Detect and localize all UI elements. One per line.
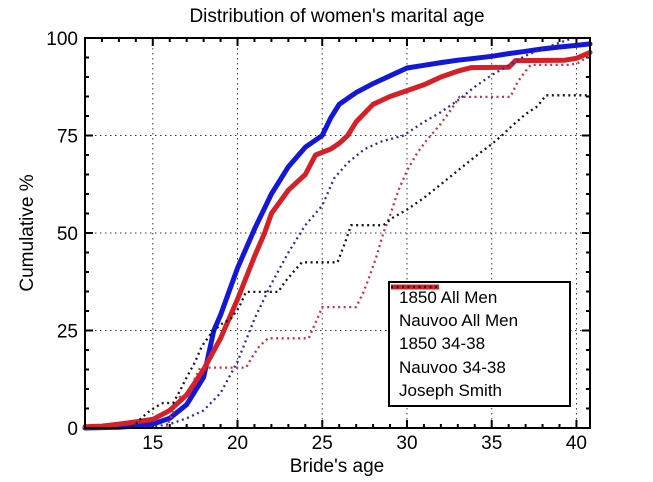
x-axis-label: Bride's age: [290, 456, 384, 477]
series-line-nauvoo-34-38: [165, 54, 591, 429]
y-tick-label: 100: [46, 29, 78, 50]
legend-swatch-dotted-line: [391, 285, 439, 289]
legend-label: 1850 All Men: [399, 288, 498, 308]
legend-label: 1850 34-38: [399, 334, 486, 354]
y-tick-label: 50: [57, 224, 78, 245]
legend-label: Nauvoo 34-38: [399, 357, 506, 377]
x-tick-label: 15: [142, 433, 163, 454]
legend-item: Nauvoo All Men: [391, 284, 569, 332]
x-tick-label: 20: [227, 433, 248, 454]
chart-title: Distribution of women's marital age: [189, 6, 484, 27]
y-tick-label: 25: [57, 322, 78, 343]
series-line-nauvoo-all-men: [82, 49, 593, 430]
y-tick-label: 0: [67, 419, 78, 440]
legend-item: Joseph Smith: [391, 285, 569, 402]
legend-label: Nauvoo All Men: [399, 311, 519, 331]
x-tick-label: 40: [566, 433, 587, 454]
series-line-1850-34-38: [144, 36, 587, 430]
x-tick-label: 35: [481, 433, 502, 454]
legend: 1850 All Men Nauvoo All Men 1850 34-38 Nauv…: [388, 281, 571, 407]
legend-item: Nauvoo 34-38: [391, 285, 569, 379]
y-axis-label: Cumulative %: [17, 174, 38, 291]
x-tick-label: 30: [396, 433, 417, 454]
series-line-1850-all-men: [82, 41, 593, 431]
y-tick-label: 75: [57, 127, 78, 148]
series-line-joseph-smith: [131, 94, 590, 429]
plot-layer: 15 20 25 30 35 40 0 25 50 75 100: [46, 29, 593, 454]
legend-label: Joseph Smith: [399, 380, 502, 400]
axes-box: [84, 37, 591, 429]
x-tick-label: 25: [312, 433, 333, 454]
legend-item: 1850 34-38: [391, 285, 569, 355]
